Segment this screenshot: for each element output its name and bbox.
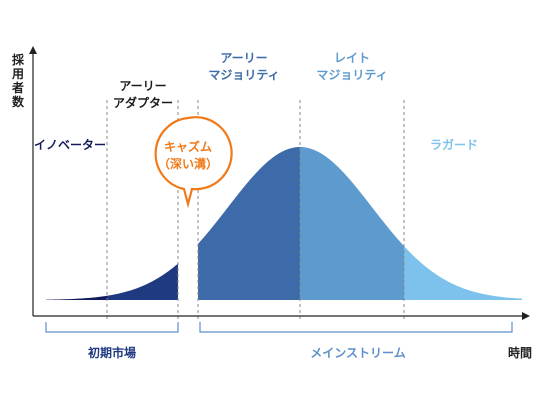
y-axis-arrow bbox=[29, 46, 37, 54]
label-early-majority-line2: マジョリティ bbox=[208, 68, 279, 82]
label-early-adopters-line1: アーリー bbox=[119, 79, 166, 93]
early-market-bracket bbox=[45, 322, 179, 333]
label-late-majority-line2: マジョリティ bbox=[316, 68, 387, 82]
chasm-label-line2: （深い溝） bbox=[158, 156, 218, 171]
chasm-label-line1: キャズム bbox=[164, 139, 212, 154]
label-early-majority-line1: アーリー bbox=[220, 51, 267, 65]
label-early-adopters-line2: アダプター bbox=[113, 95, 173, 110]
segment-early-adopters-area bbox=[107, 263, 178, 300]
label-innovators: イノベーター bbox=[34, 138, 106, 152]
y-axis-label-char: 者 bbox=[11, 80, 24, 95]
label-laggards: ラガード bbox=[430, 137, 478, 152]
segment-late-majority-area bbox=[300, 147, 404, 300]
y-axis-label-char: 用 bbox=[11, 67, 24, 81]
label-late-majority-line1: レイト bbox=[334, 51, 370, 65]
mainstream-market-label: メインストリーム bbox=[310, 346, 405, 360]
mainstream-market-bracket bbox=[199, 322, 513, 333]
early-market-label: 初期市場 bbox=[88, 345, 136, 360]
y-axis-label-char: 採 bbox=[12, 52, 25, 67]
chasm-callout: キャズム （深い溝） bbox=[154, 116, 233, 209]
segment-laggards-area bbox=[404, 246, 522, 300]
segment-early-majority-area bbox=[198, 147, 300, 300]
y-axis-label-char: 数 bbox=[12, 94, 25, 109]
segment-innovators-area bbox=[46, 295, 107, 300]
x-axis-arrow bbox=[522, 312, 530, 320]
x-axis-label: 時間 bbox=[508, 345, 532, 360]
chasm-callout-bubble bbox=[154, 116, 233, 209]
